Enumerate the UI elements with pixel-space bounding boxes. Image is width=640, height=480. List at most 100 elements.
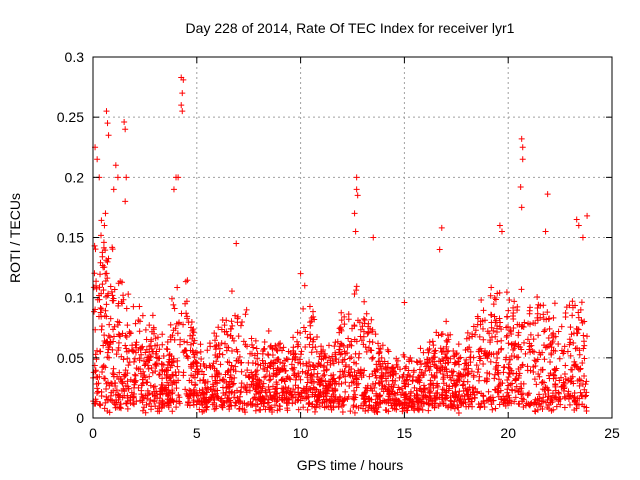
data-point — [552, 381, 559, 388]
data-point — [378, 385, 385, 392]
data-point — [269, 346, 276, 353]
data-point — [302, 344, 309, 351]
data-point — [332, 387, 339, 394]
data-point — [477, 345, 484, 352]
data-point — [325, 342, 332, 349]
data-point — [347, 408, 354, 415]
data-point — [428, 395, 435, 402]
data-point — [307, 363, 314, 370]
data-point — [114, 174, 121, 181]
data-point — [346, 371, 353, 378]
data-point — [194, 349, 201, 356]
data-point — [353, 381, 360, 388]
data-point — [531, 348, 538, 355]
data-point — [553, 365, 560, 372]
data-point — [246, 374, 253, 381]
data-point — [219, 351, 226, 358]
data-point — [505, 392, 512, 399]
data-point — [355, 354, 362, 361]
data-point — [287, 388, 294, 395]
data-point — [174, 284, 181, 291]
data-point — [130, 393, 137, 400]
data-point — [329, 376, 336, 383]
data-point — [439, 355, 446, 362]
data-point — [376, 380, 383, 387]
data-point — [496, 222, 503, 229]
data-point — [394, 400, 401, 407]
data-point — [518, 323, 525, 330]
data-point — [439, 371, 446, 378]
data-point — [320, 346, 327, 353]
data-point — [574, 364, 581, 371]
data-point — [253, 345, 260, 352]
data-point — [364, 330, 371, 337]
data-point — [197, 341, 204, 348]
data-point — [212, 337, 219, 344]
data-point — [403, 407, 410, 414]
data-point — [132, 372, 139, 379]
data-point — [140, 373, 147, 380]
data-point — [394, 357, 401, 364]
data-point — [440, 376, 447, 383]
data-point — [492, 387, 499, 394]
data-point — [182, 300, 189, 307]
data-point — [443, 348, 450, 355]
data-point — [551, 300, 558, 307]
data-point — [473, 362, 480, 369]
data-point — [418, 369, 425, 376]
data-point — [518, 380, 525, 387]
data-point — [164, 338, 171, 345]
data-point — [294, 338, 301, 345]
data-point — [156, 399, 163, 406]
data-point — [575, 222, 582, 229]
data-point — [188, 372, 195, 379]
data-point — [544, 404, 551, 411]
data-point — [503, 333, 510, 340]
data-point — [451, 377, 458, 384]
data-point — [97, 401, 104, 408]
data-point — [457, 398, 464, 405]
data-point — [109, 244, 116, 251]
data-point — [338, 309, 345, 316]
data-point — [171, 379, 178, 386]
data-point — [268, 359, 275, 366]
data-point — [520, 396, 527, 403]
data-point — [461, 366, 468, 373]
data-point — [267, 405, 274, 412]
data-point — [577, 306, 584, 313]
data-point — [556, 390, 563, 397]
data-point — [250, 344, 257, 351]
data-point — [470, 323, 477, 330]
data-point — [541, 327, 548, 334]
data-point — [581, 386, 588, 393]
data-point — [327, 381, 334, 388]
data-point — [337, 324, 344, 331]
data-point — [506, 397, 513, 404]
data-point — [118, 379, 125, 386]
data-point — [480, 393, 487, 400]
data-point — [140, 358, 147, 365]
data-point — [289, 356, 296, 363]
data-point — [123, 400, 130, 407]
data-point — [491, 386, 498, 393]
data-point — [168, 295, 175, 302]
data-point — [245, 359, 252, 366]
data-point — [567, 375, 574, 382]
data-point — [139, 312, 146, 319]
data-point — [494, 369, 501, 376]
data-point — [454, 397, 461, 404]
data-point — [534, 294, 541, 301]
data-point — [165, 382, 172, 389]
data-point — [415, 399, 422, 406]
data-point — [319, 399, 326, 406]
data-point — [298, 348, 305, 355]
data-point — [480, 307, 487, 314]
data-point — [562, 375, 569, 382]
data-point — [435, 332, 442, 339]
data-point — [276, 406, 283, 413]
data-point — [280, 366, 287, 373]
data-point — [190, 360, 197, 367]
data-point — [487, 292, 494, 299]
data-point — [184, 353, 191, 360]
data-point — [544, 396, 551, 403]
